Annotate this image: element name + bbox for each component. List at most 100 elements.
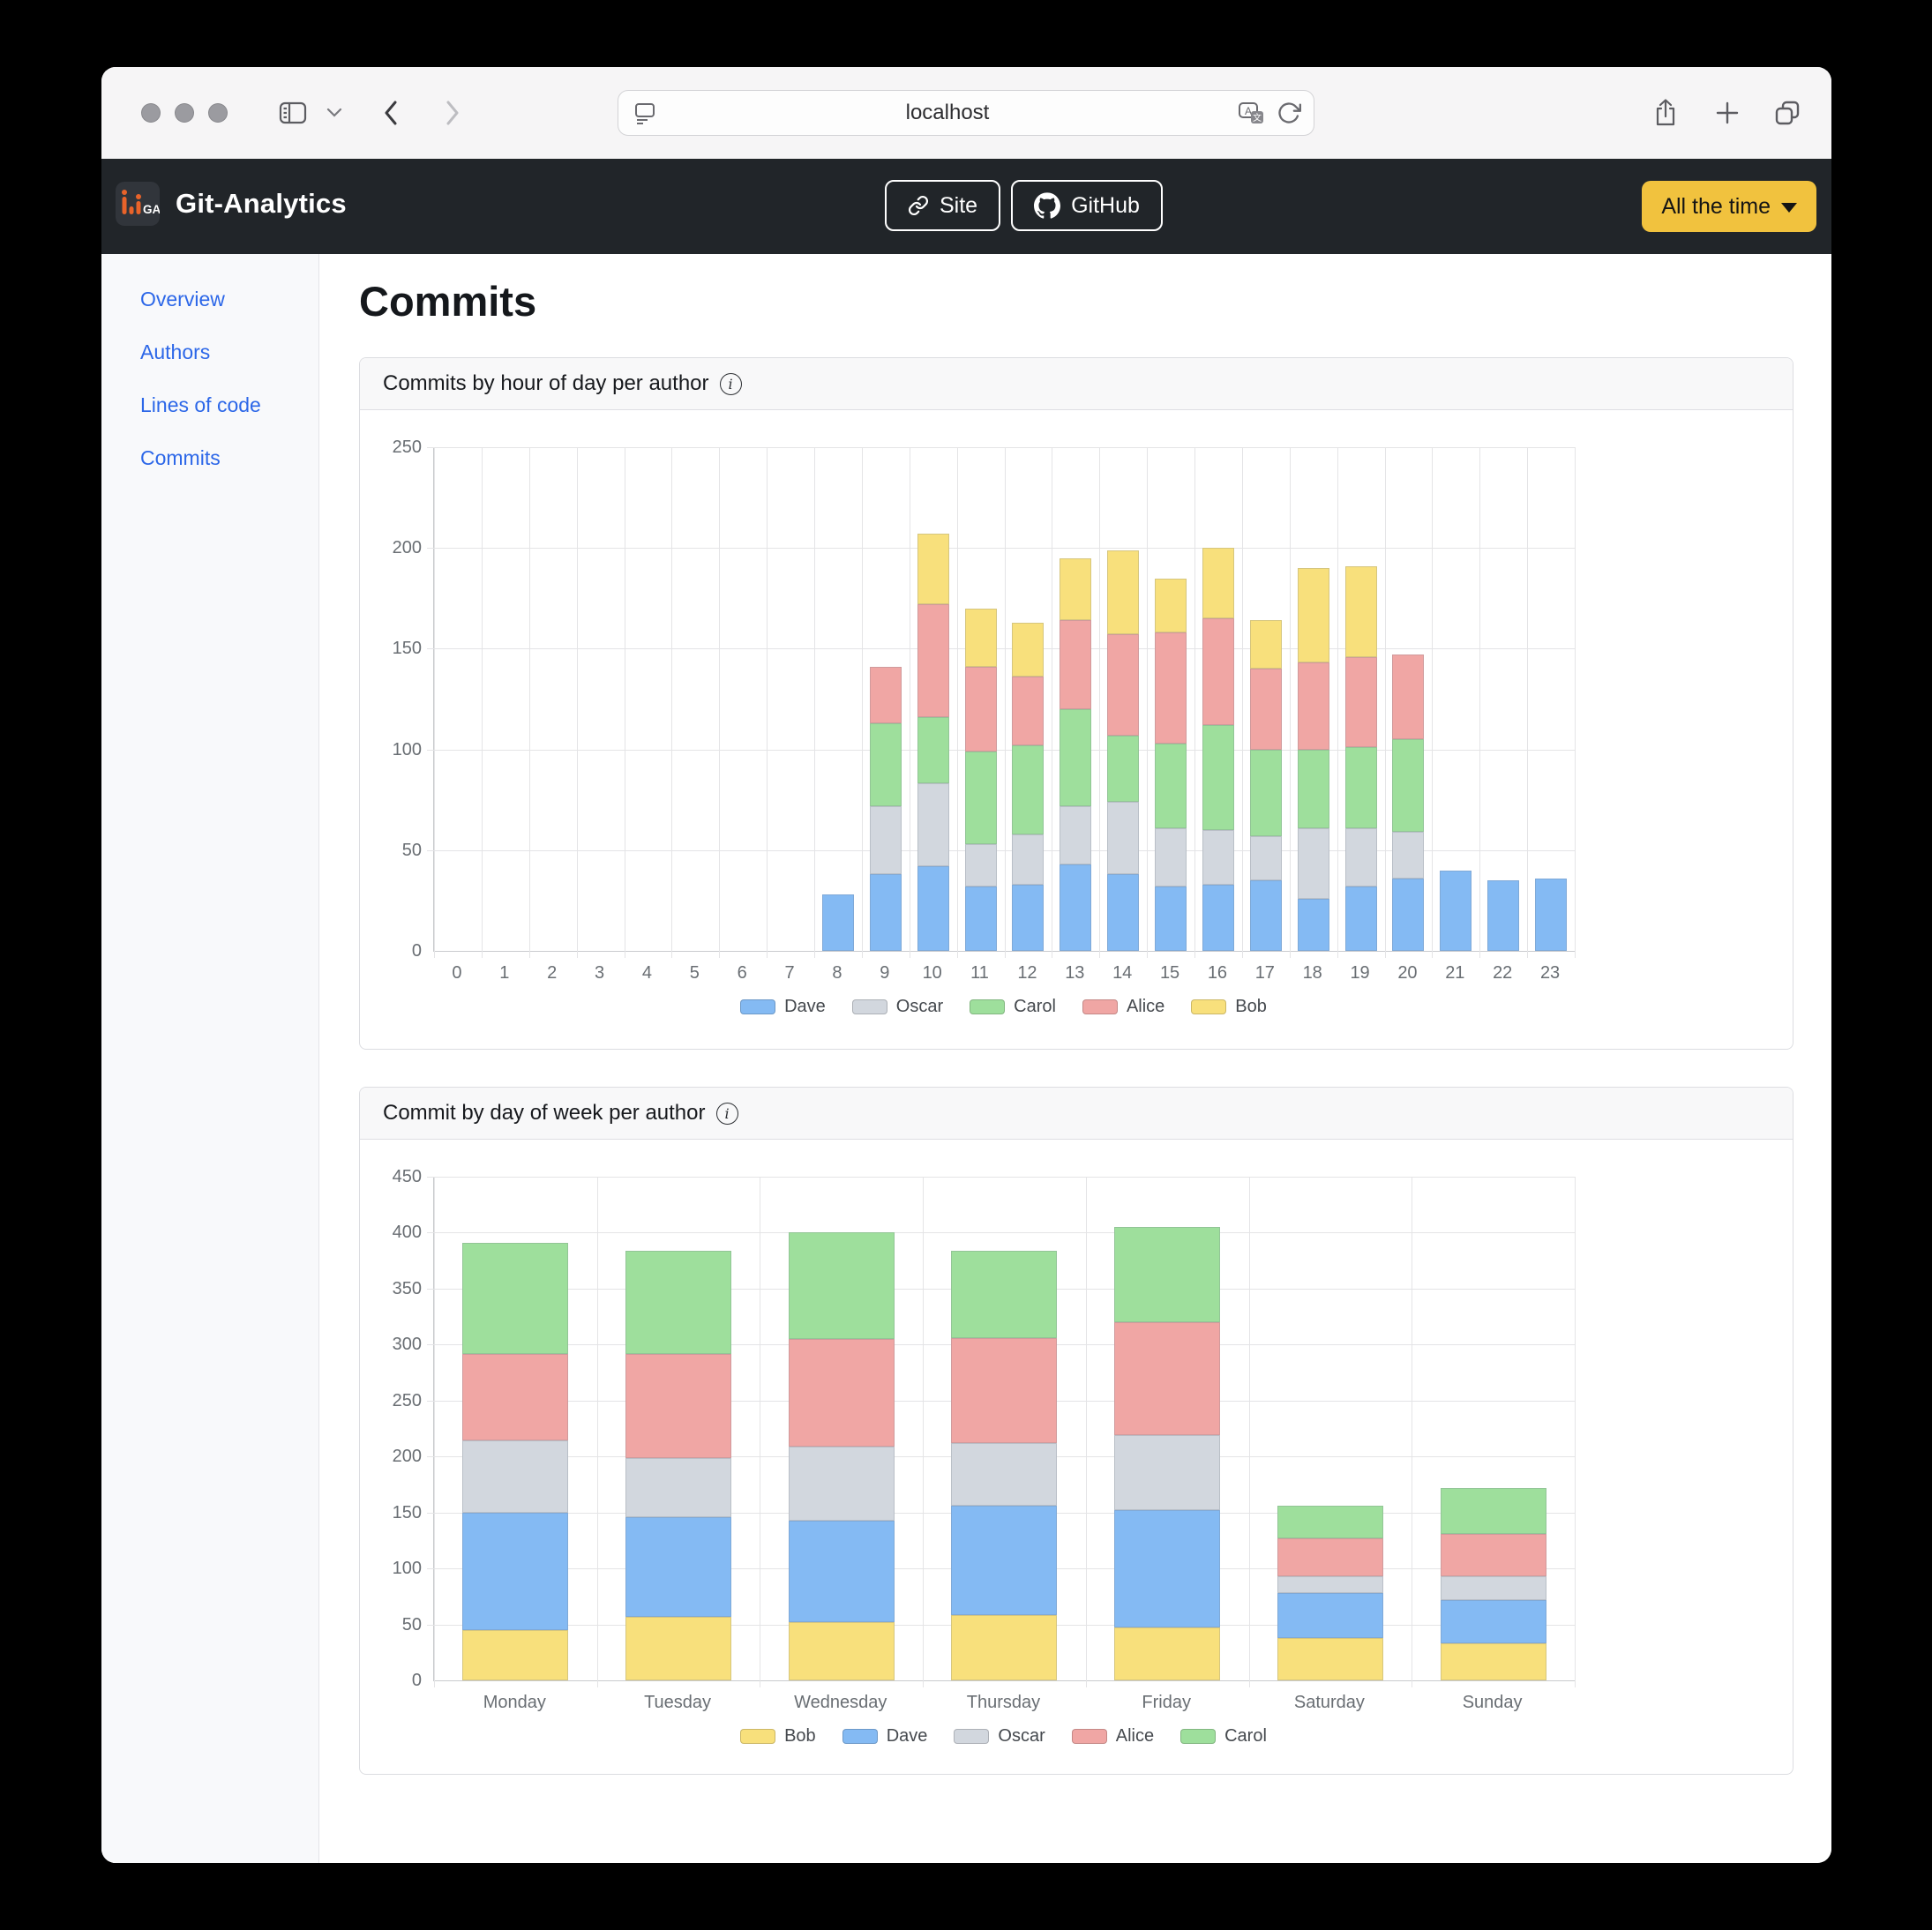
legend-item-alice[interactable]: Alice	[1071, 1726, 1155, 1747]
x-axis-label: Wednesday	[794, 1693, 887, 1712]
info-icon[interactable]: i	[719, 372, 742, 395]
bar-segment-oscar	[1392, 832, 1425, 879]
bar-segment-carol	[869, 722, 902, 806]
forward-button-icon[interactable]	[444, 99, 461, 127]
gridline	[719, 447, 721, 958]
reload-icon[interactable]	[1277, 101, 1301, 125]
chart-legend: Dave Oscar Carol Alice Bob	[433, 997, 1574, 1017]
legend-item-bob[interactable]: Bob	[740, 1726, 816, 1747]
stacked-bar-Sunday	[1440, 1487, 1546, 1680]
gridline	[1527, 447, 1529, 958]
close-window-button[interactable]	[141, 103, 161, 123]
time-filter-button[interactable]: All the time	[1642, 181, 1816, 232]
bar-segment-carol	[1060, 708, 1092, 806]
bar-segment-bob	[1440, 1643, 1546, 1680]
x-axis-label: 15	[1159, 963, 1180, 983]
sidebar-item-overview[interactable]: Overview	[140, 288, 225, 310]
gridline	[767, 447, 768, 958]
y-axis-label: 50	[401, 1614, 422, 1635]
tab-overview-icon[interactable]	[1773, 99, 1801, 127]
gridline	[1479, 447, 1481, 958]
legend-item-oscar[interactable]: Oscar	[954, 1726, 1045, 1747]
app-navbar: GA Git-Analytics Site	[101, 159, 1831, 254]
legend-label: Carol	[1014, 997, 1056, 1016]
legend-item-dave[interactable]: Dave	[740, 997, 826, 1017]
legend-swatch-oscar	[851, 999, 887, 1014]
minimize-window-button[interactable]	[175, 103, 194, 123]
legend-item-carol[interactable]: Carol	[1180, 1726, 1267, 1747]
zoom-window-button[interactable]	[208, 103, 228, 123]
stacked-bar-21	[1440, 870, 1472, 951]
legend-item-oscar[interactable]: Oscar	[851, 997, 943, 1017]
bar-segment-oscar	[1297, 827, 1329, 899]
translate-icon[interactable]: A 文	[1238, 101, 1264, 125]
legend-item-bob[interactable]: Bob	[1191, 997, 1267, 1017]
back-button-icon[interactable]	[382, 99, 400, 127]
bar-segment-carol	[1297, 749, 1329, 828]
stacked-bar-14	[1107, 550, 1140, 951]
address-bar[interactable]: localhost A 文	[618, 90, 1314, 136]
chevron-down-icon[interactable]	[326, 108, 342, 118]
bar-segment-bob	[964, 608, 997, 667]
brand[interactable]: GA Git-Analytics	[116, 182, 347, 226]
legend-item-carol[interactable]: Carol	[970, 997, 1056, 1017]
gridline	[923, 1177, 925, 1687]
gridline	[956, 447, 958, 958]
legend-label: Alice	[1126, 997, 1165, 1016]
stacked-bar-Friday	[1114, 1227, 1221, 1680]
bar-segment-carol	[1012, 745, 1045, 834]
sidebar-item-commits[interactable]: Commits	[140, 446, 221, 469]
bar-segment-alice	[1440, 1533, 1546, 1577]
bar-segment-dave	[1277, 1593, 1383, 1638]
info-icon[interactable]: i	[715, 1102, 738, 1125]
svg-text:文: 文	[1253, 112, 1262, 123]
new-tab-icon[interactable]	[1715, 101, 1740, 125]
site-button[interactable]: Site	[885, 180, 1001, 231]
legend-item-alice[interactable]: Alice	[1082, 997, 1164, 1017]
bar-segment-alice	[951, 1337, 1058, 1444]
bar-segment-bob	[1107, 550, 1140, 635]
bar-segment-dave	[1535, 878, 1568, 951]
bar-segment-dave	[1249, 880, 1282, 951]
sidebar-toggle-icon[interactable]	[278, 100, 308, 126]
gridline	[427, 849, 1575, 851]
share-icon[interactable]	[1653, 98, 1678, 128]
bar-segment-oscar	[625, 1457, 732, 1517]
sidebar-item-lines-of-code[interactable]: Lines of code	[140, 393, 261, 416]
weekday-commits-card: Commit by day of week per author i 0 50 10…	[359, 1087, 1793, 1775]
url-text[interactable]: localhost	[905, 101, 990, 124]
bar-segment-oscar	[964, 843, 997, 886]
x-axis-label: Friday	[1142, 1693, 1191, 1712]
bar-segment-bob	[1155, 578, 1187, 633]
plot-area	[427, 1177, 1576, 1687]
gridline	[1147, 447, 1149, 958]
bar-segment-bob	[1249, 620, 1282, 670]
stacked-bar-8	[821, 894, 854, 951]
legend-label: Bob	[1235, 997, 1267, 1016]
bar-segment-oscar	[869, 805, 902, 875]
legend-swatch-oscar	[954, 1729, 990, 1744]
x-axis: Monday Tuesday Wednesday Thursday Friday Satu…	[433, 1693, 1574, 1716]
gridline	[1575, 1177, 1576, 1687]
legend-item-dave[interactable]: Dave	[842, 1726, 927, 1747]
bar-segment-dave	[1155, 886, 1187, 951]
time-filter-label: All the time	[1661, 193, 1771, 219]
stacked-bar-15	[1155, 578, 1187, 951]
github-button[interactable]: GitHub	[1011, 180, 1163, 231]
y-axis: 0 50 100 150 200 250	[365, 438, 427, 961]
bar-segment-alice	[1202, 618, 1234, 726]
plot-area	[427, 447, 1576, 958]
gridline	[1289, 447, 1291, 958]
bar-segment-alice	[964, 666, 997, 752]
sidebar-item-authors[interactable]: Authors	[140, 340, 211, 363]
bar-segment-oscar	[1277, 1576, 1383, 1594]
bar-segment-bob	[1344, 565, 1377, 657]
legend-swatch-dave	[842, 1729, 878, 1744]
x-axis-label: 20	[1397, 963, 1418, 983]
bar-segment-bob	[1297, 568, 1329, 663]
github-button-label: GitHub	[1071, 192, 1140, 218]
bar-segment-dave	[869, 874, 902, 951]
legend-label: Alice	[1115, 1726, 1155, 1746]
page-format-icon[interactable]	[633, 100, 657, 126]
